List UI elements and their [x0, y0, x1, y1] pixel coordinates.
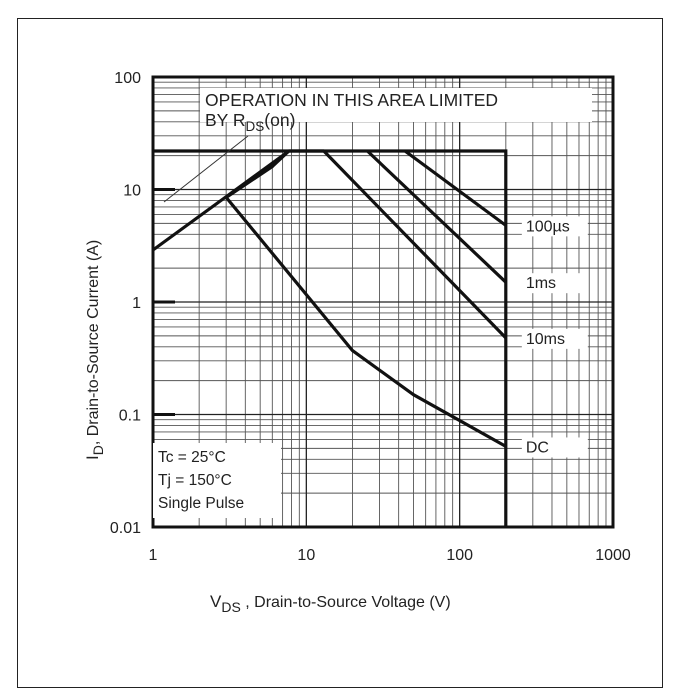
series-label: 10ms — [526, 331, 565, 348]
condition-tc: Tc = 25°C — [158, 449, 226, 466]
y-tick-label: 0.01 — [110, 520, 141, 537]
annotation-line2-prefix: BY R — [205, 110, 246, 130]
y-axis-title-rest: , Drain-to-Source Current (A) — [85, 240, 102, 445]
annotation-line1: OPERATION IN THIS AREA LIMITED — [205, 90, 498, 110]
series-label: 100µs — [526, 218, 570, 235]
series-label: 1ms — [526, 275, 556, 292]
x-axis-title-main: V — [210, 592, 222, 611]
annotation-line2-sub: DS — [246, 119, 265, 134]
y-axis-title-sub: D — [90, 445, 106, 455]
series-label: DC — [526, 439, 549, 456]
x-tick-label: 10 — [297, 547, 315, 564]
x-tick-label: 1 — [149, 547, 158, 564]
soa-chart: 1 10 100 1000 0.01 0.1 1 10 100 OPERATION IN THI… — [0, 0, 681, 674]
series-line — [272, 151, 506, 338]
annotation-line2-suffix: (on) — [264, 110, 295, 130]
x-axis-title: VDS , Drain-to-Source Voltage (V) — [210, 592, 451, 615]
x-axis-title-sub: DS — [221, 599, 240, 615]
x-tick-label: 1000 — [595, 547, 631, 564]
conditions-box: Tc = 25°C Tj = 150°C Single Pulse — [153, 443, 281, 518]
x-tick-label: 100 — [446, 547, 473, 564]
rds-annotation: OPERATION IN THIS AREA LIMITED BY RDS(on… — [164, 88, 592, 202]
y-tick-label: 0.1 — [119, 408, 141, 425]
y-tick-label: 1 — [132, 295, 141, 312]
condition-tj: Tj = 150°C — [158, 472, 232, 489]
x-axis-title-rest: , Drain-to-Source Voltage (V) — [241, 594, 451, 611]
y-tick-label: 10 — [123, 183, 141, 200]
y-tick-label: 100 — [114, 70, 141, 87]
condition-pulse: Single Pulse — [158, 495, 244, 512]
series-labels: 100µs 1ms 10ms DC — [522, 216, 588, 457]
y-axis-title: ID, Drain-to-Source Current (A) — [83, 240, 106, 460]
series-line — [226, 167, 506, 447]
